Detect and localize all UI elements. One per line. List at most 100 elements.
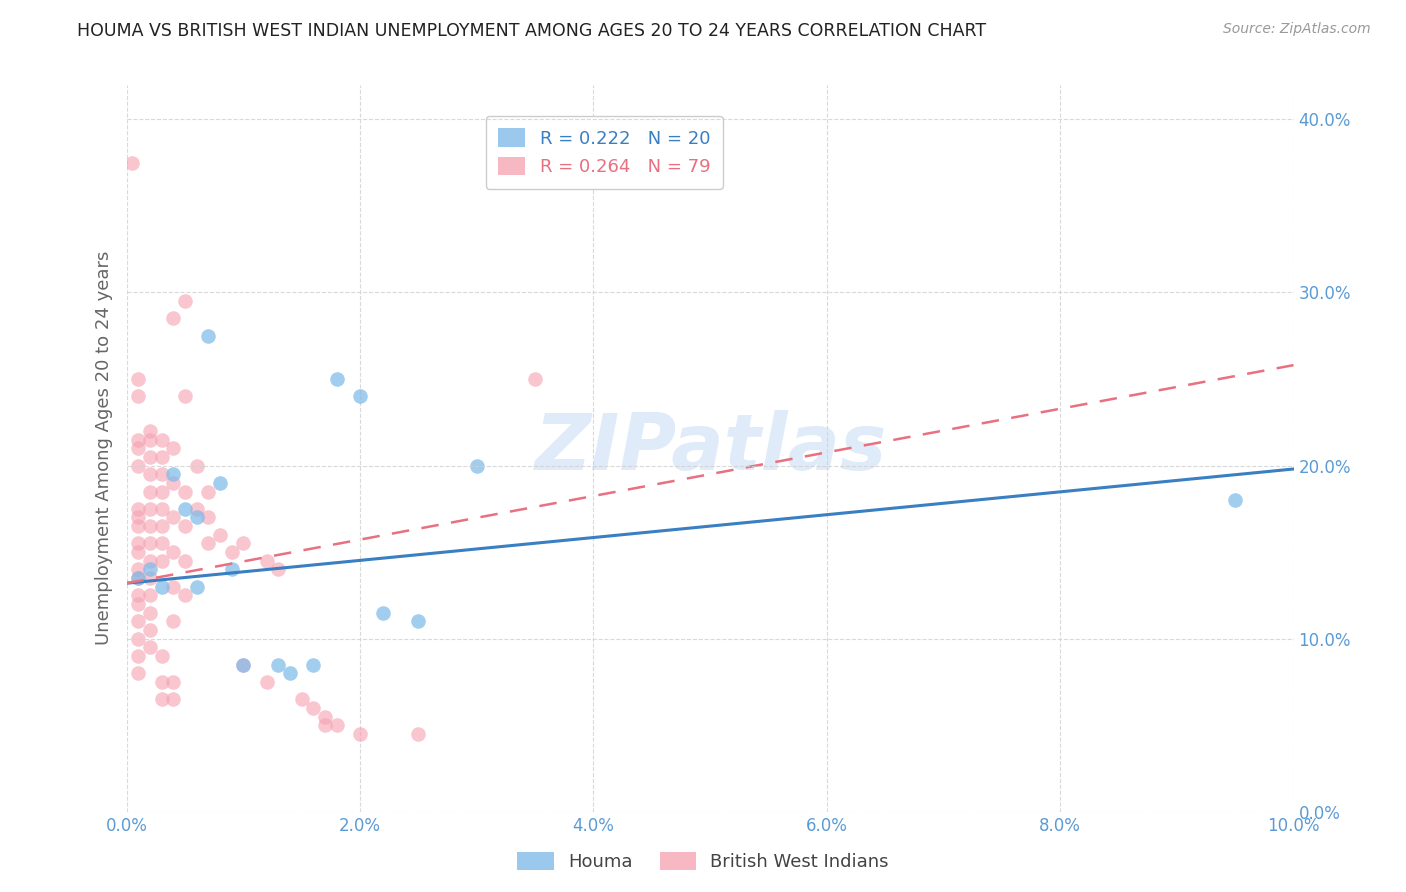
Point [197, 328, 219, 343]
Point [139, 623, 162, 637]
Point [208, 475, 231, 490]
Point [127, 545, 149, 559]
Point [127, 648, 149, 663]
Point [150, 467, 173, 482]
Point [150, 692, 173, 706]
Point [186, 580, 208, 594]
Point [232, 657, 254, 672]
Point [197, 536, 219, 550]
Point [139, 450, 162, 464]
Point [174, 554, 197, 568]
Point [162, 467, 184, 482]
Point [162, 580, 184, 594]
Point [232, 657, 254, 672]
Point [127, 442, 149, 455]
Point [302, 701, 325, 715]
Point [127, 389, 149, 403]
Point [162, 475, 184, 490]
Point [127, 597, 149, 611]
Point [465, 458, 488, 473]
Point [150, 580, 173, 594]
Point [127, 571, 149, 585]
Point [197, 484, 219, 499]
Legend: R = 0.222   N = 20, R = 0.264   N = 79: R = 0.222 N = 20, R = 0.264 N = 79 [485, 116, 723, 188]
Point [314, 709, 336, 723]
Point [174, 501, 197, 516]
Point [290, 692, 312, 706]
Point [127, 536, 149, 550]
Point [127, 372, 149, 386]
Point [162, 311, 184, 326]
Point [349, 727, 371, 741]
Point [150, 519, 173, 533]
Point [174, 588, 197, 602]
Point [127, 588, 149, 602]
Point [174, 389, 197, 403]
Point [150, 433, 173, 447]
Point [162, 510, 184, 524]
Point [256, 554, 278, 568]
Point [121, 155, 143, 169]
Point [373, 606, 395, 620]
Point [1223, 493, 1246, 508]
Point [139, 467, 162, 482]
Point [524, 372, 547, 386]
Point [150, 450, 173, 464]
Text: Source: ZipAtlas.com: Source: ZipAtlas.com [1223, 22, 1371, 37]
Point [174, 294, 197, 309]
Point [174, 484, 197, 499]
Point [139, 640, 162, 655]
Point [278, 666, 301, 681]
Point [232, 536, 254, 550]
Point [186, 510, 208, 524]
Point [127, 510, 149, 524]
Point [349, 389, 371, 403]
Point [256, 674, 278, 689]
Legend: Houma, British West Indians: Houma, British West Indians [510, 845, 896, 879]
Point [150, 648, 173, 663]
Point [162, 692, 184, 706]
Point [162, 442, 184, 455]
Point [139, 606, 162, 620]
Point [139, 554, 162, 568]
Point [325, 372, 347, 386]
Point [197, 510, 219, 524]
Point [127, 433, 149, 447]
Point [127, 562, 149, 576]
Point [127, 571, 149, 585]
Y-axis label: Unemployment Among Ages 20 to 24 years: Unemployment Among Ages 20 to 24 years [94, 251, 112, 646]
Point [139, 536, 162, 550]
Point [302, 657, 325, 672]
Point [221, 545, 243, 559]
Point [162, 615, 184, 629]
Point [150, 484, 173, 499]
Point [127, 501, 149, 516]
Text: ZIPatlas: ZIPatlas [534, 410, 886, 486]
Point [221, 562, 243, 576]
Point [174, 519, 197, 533]
Point [150, 674, 173, 689]
Point [127, 615, 149, 629]
Point [150, 554, 173, 568]
Point [208, 528, 231, 542]
Point [162, 545, 184, 559]
Point [127, 519, 149, 533]
Point [150, 536, 173, 550]
Point [314, 718, 336, 732]
Point [408, 615, 430, 629]
Point [139, 424, 162, 438]
Point [139, 433, 162, 447]
Point [139, 484, 162, 499]
Point [139, 571, 162, 585]
Point [150, 501, 173, 516]
Point [408, 727, 430, 741]
Point [267, 562, 290, 576]
Point [325, 718, 347, 732]
Point [186, 458, 208, 473]
Point [139, 588, 162, 602]
Point [127, 632, 149, 646]
Point [139, 519, 162, 533]
Point [127, 458, 149, 473]
Text: HOUMA VS BRITISH WEST INDIAN UNEMPLOYMENT AMONG AGES 20 TO 24 YEARS CORRELATION : HOUMA VS BRITISH WEST INDIAN UNEMPLOYMEN… [77, 22, 987, 40]
Point [139, 501, 162, 516]
